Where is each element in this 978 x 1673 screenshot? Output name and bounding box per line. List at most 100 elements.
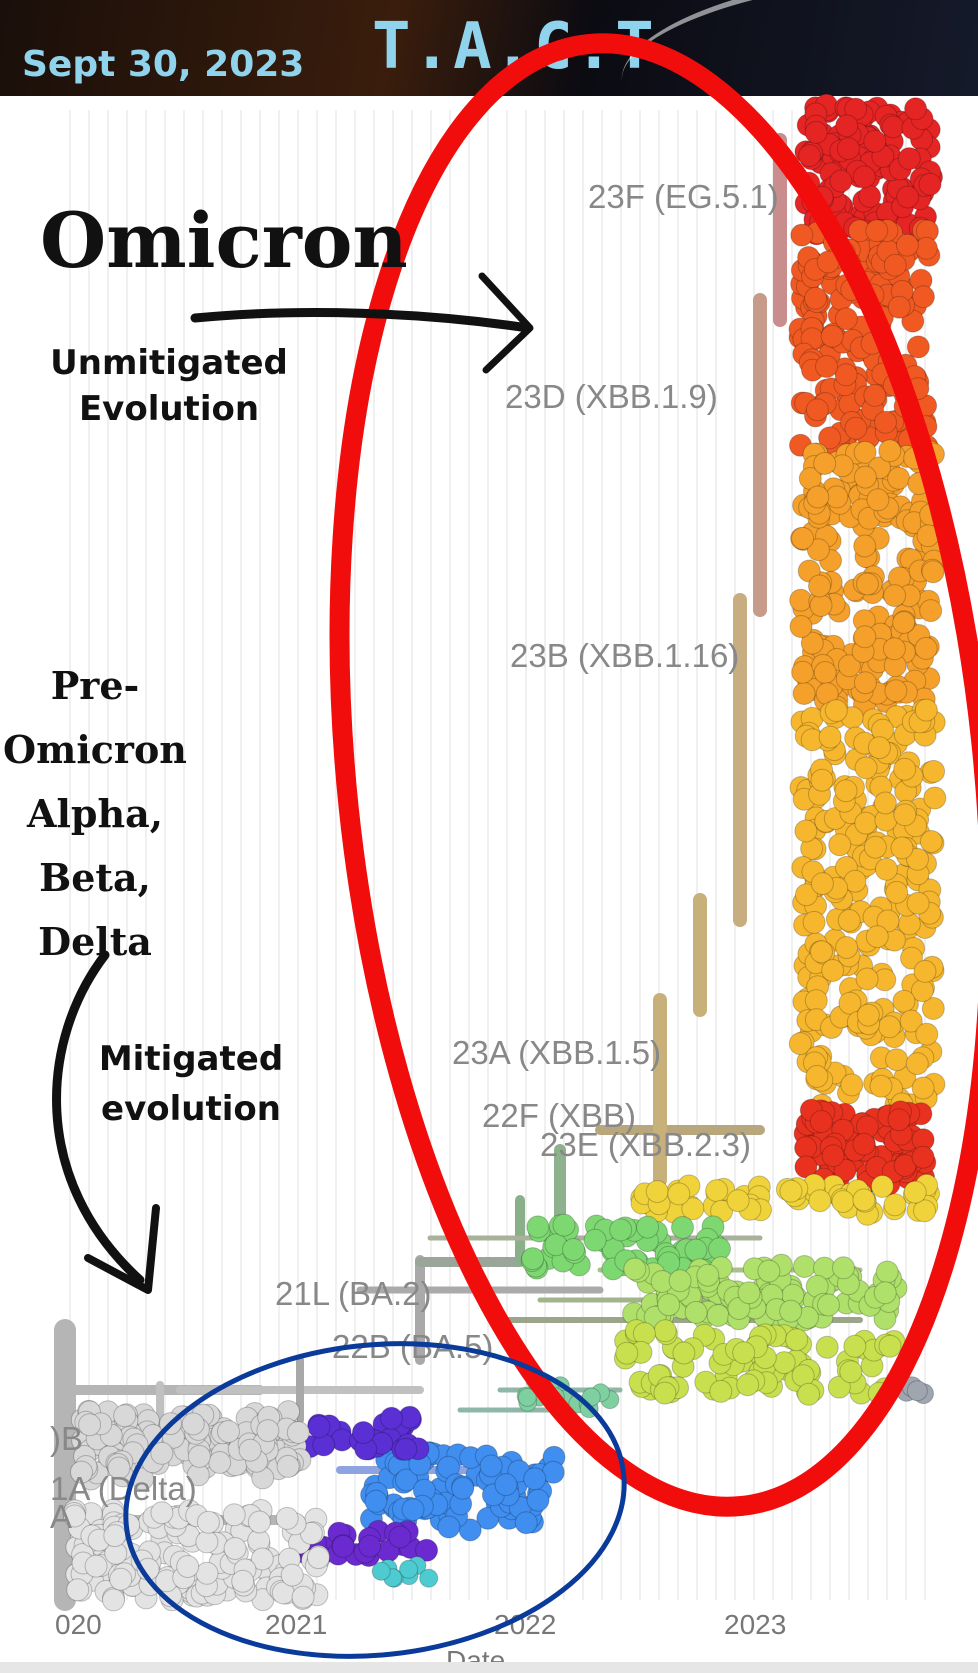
- tip-dot: [195, 1561, 219, 1585]
- tip-dot: [681, 1197, 705, 1221]
- tip-dot: [863, 129, 887, 153]
- tip-dot: [609, 1218, 633, 1242]
- tip-dot: [84, 1554, 108, 1578]
- tip-dot: [70, 1460, 93, 1484]
- tip-dot: [824, 699, 848, 723]
- tip-dot: [800, 631, 824, 655]
- tip-dot: [827, 1375, 851, 1399]
- tip-dot: [875, 1260, 899, 1284]
- tip-dot: [176, 1555, 200, 1578]
- mitigated-note: Mitigated evolution: [96, 1034, 286, 1134]
- tip-dot: [854, 756, 878, 780]
- tip-dot: [113, 1404, 137, 1428]
- tip-dot: [874, 410, 897, 434]
- tip-dot: [331, 1534, 355, 1558]
- tip-dot: [772, 1351, 796, 1375]
- tip-dot: [834, 779, 858, 803]
- tip-dot: [828, 833, 852, 857]
- tip-dot: [798, 144, 822, 168]
- mitigated-arrowhead-icon: [84, 1204, 160, 1294]
- tip-dot: [821, 959, 845, 982]
- tip-dot: [865, 219, 889, 243]
- tip-dot: [817, 1293, 840, 1317]
- tip-dot: [914, 236, 938, 260]
- tip-dot: [451, 1476, 475, 1500]
- clade-label-20b: )B: [50, 1420, 83, 1457]
- pre-omicron-line-2: Omicron: [3, 727, 187, 772]
- unmitigated-line-1: Unmitigated: [50, 343, 288, 383]
- tip-dot: [364, 1489, 388, 1513]
- tip-dot: [852, 1188, 876, 1212]
- tip-dot: [892, 989, 916, 1013]
- tip-dot: [904, 97, 928, 121]
- tip-dot: [792, 682, 816, 705]
- tip-dot: [401, 1498, 425, 1522]
- tip-dot: [399, 1559, 419, 1579]
- tip-dot: [276, 1454, 300, 1478]
- tip-dot: [914, 636, 938, 660]
- tip-dot: [615, 1341, 639, 1365]
- tip-dot: [913, 1199, 936, 1223]
- mitigated-arrow-icon: [52, 950, 145, 1285]
- tip-dot: [858, 184, 882, 208]
- clade-label-21a-delta: 1A (Delta): [50, 1470, 197, 1507]
- tip-dot: [882, 637, 906, 661]
- tip-dot: [645, 1180, 669, 1203]
- mitigated-line-1: Mitigated: [98, 1039, 284, 1079]
- tip-dot: [895, 233, 919, 257]
- tip-dot: [797, 1382, 821, 1406]
- header-banner: Sept 30, 2023 T.A.C.T: [0, 0, 978, 96]
- tip-dot: [222, 1503, 246, 1527]
- tip-dot: [914, 698, 938, 722]
- tip-dot: [805, 1064, 829, 1088]
- tip-dot: [672, 1341, 696, 1365]
- tip-dot: [918, 172, 942, 196]
- tip-dot: [815, 1335, 839, 1359]
- tip-dot: [805, 398, 829, 422]
- unmitigated-note: Unmitigated Evolution: [24, 340, 314, 432]
- tip-dot: [919, 599, 943, 623]
- tip-dot: [388, 1525, 412, 1549]
- tip-dot: [873, 1281, 897, 1305]
- tip-dot: [853, 534, 877, 558]
- tip-dot: [897, 147, 921, 171]
- tip-dot: [150, 1441, 174, 1465]
- omicron-heading: Omicron: [40, 196, 408, 285]
- tip-dot: [867, 736, 891, 760]
- tip-dot: [696, 1263, 720, 1287]
- tip-dot: [892, 611, 916, 634]
- tip-dot: [250, 1547, 274, 1571]
- tip-dot: [380, 1406, 403, 1430]
- tip-dot: [291, 1585, 315, 1609]
- tip-dot: [884, 679, 908, 703]
- tip-dot: [903, 1180, 927, 1204]
- tip-dot: [810, 872, 834, 896]
- tip-dot: [785, 1328, 809, 1352]
- tip-dot: [831, 1190, 855, 1213]
- tip-dot: [834, 307, 858, 331]
- tip-dot: [794, 883, 818, 907]
- clade-label-23d: 23D (XBB.1.9): [505, 378, 718, 415]
- tip-dot: [494, 1473, 518, 1497]
- tip-dot: [837, 909, 861, 932]
- tip-dot: [757, 1259, 781, 1283]
- tip-dot: [437, 1515, 461, 1539]
- tip-dot: [196, 1510, 220, 1534]
- tip-dot: [208, 1451, 232, 1474]
- tip-dot: [906, 335, 930, 359]
- tip-dot: [852, 1132, 876, 1156]
- tip-dot: [737, 1281, 761, 1305]
- tip-dot: [835, 114, 859, 138]
- tip-dot: [779, 1179, 803, 1203]
- tip-dot: [813, 452, 837, 475]
- tip-dot: [217, 1420, 240, 1443]
- tip-dot: [790, 223, 814, 247]
- tip-dot: [195, 1530, 219, 1554]
- clade-label-23a: 23A (XBB.1.5): [452, 1034, 661, 1071]
- tip-dot: [873, 791, 897, 815]
- tip-dot: [109, 1567, 133, 1591]
- tip-dot: [836, 137, 860, 161]
- tip-dot: [833, 1158, 857, 1182]
- tip-dot: [526, 1215, 550, 1239]
